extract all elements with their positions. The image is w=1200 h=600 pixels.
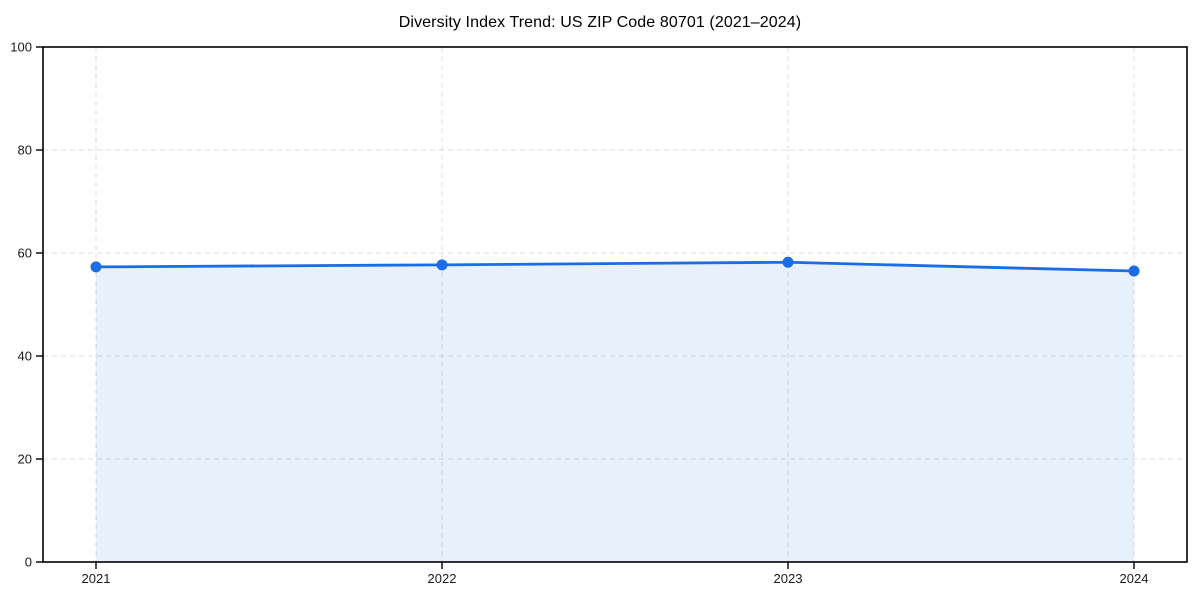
plot-area (43, 47, 1187, 562)
x-tick-label: 2023 (774, 571, 803, 586)
area-fill (96, 262, 1134, 562)
trend-line (94, 260, 1136, 273)
y-tick-label: 100 (10, 40, 32, 55)
y-tick-label: 40 (18, 349, 32, 364)
y-tick-label: 20 (18, 452, 32, 467)
data-point (90, 261, 102, 273)
plot-border (42, 46, 1188, 563)
data-point (436, 259, 448, 271)
data-point (1128, 265, 1140, 277)
chart-title: Diversity Index Trend: US ZIP Code 80701… (398, 14, 802, 31)
y-tick-label: 80 (18, 143, 32, 158)
x-tick-label: 2022 (428, 571, 457, 586)
x-tick-label: 2021 (82, 571, 111, 586)
y-tick-label: 0 (25, 555, 32, 570)
y-tick-label: 60 (18, 246, 32, 261)
data-point (782, 256, 794, 268)
x-tick-label: 2024 (1120, 571, 1149, 586)
